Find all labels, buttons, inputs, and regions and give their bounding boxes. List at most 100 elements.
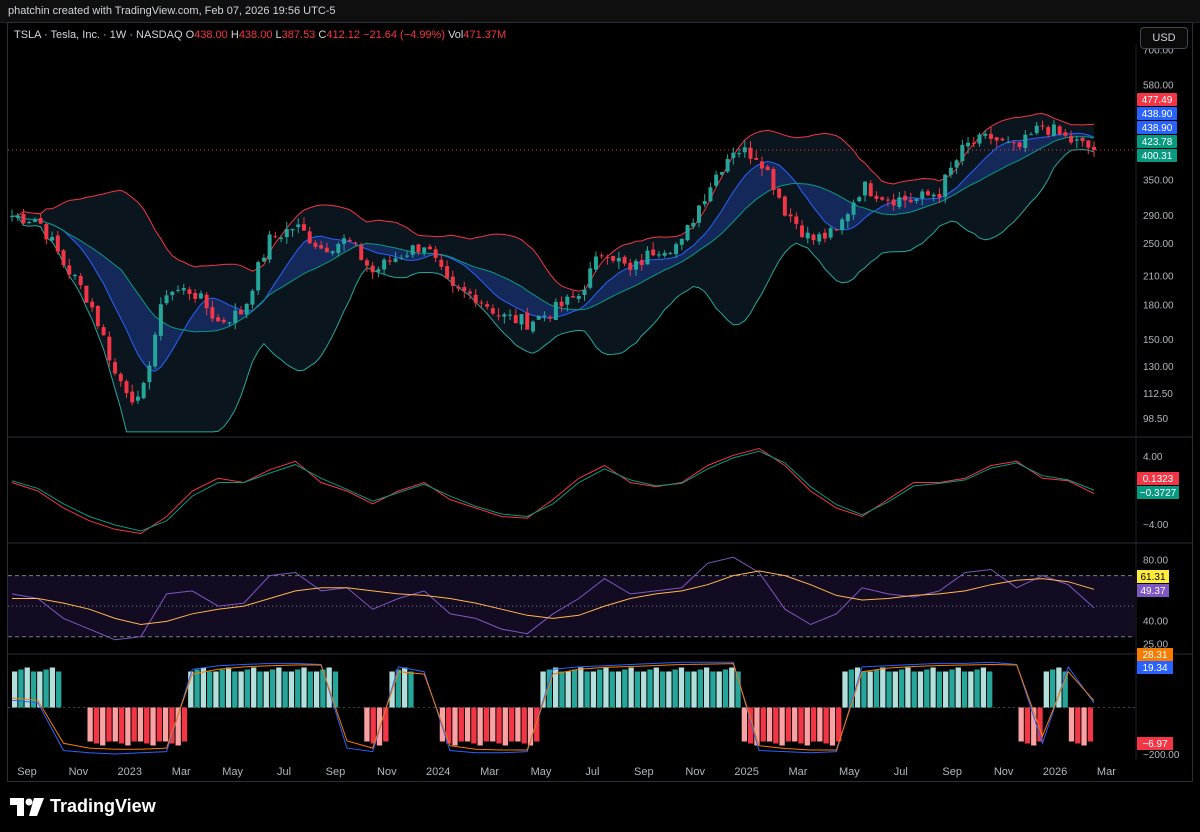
candle-body (696, 205, 701, 223)
time-axis-tick: Jul (277, 766, 291, 778)
macd-axis-tick: 4.00 (1143, 452, 1163, 463)
candle-body (714, 174, 719, 186)
footer (0, 782, 1200, 832)
candle-body (290, 228, 295, 231)
rsi-rsi-line (11, 556, 1095, 641)
macd-signal-line (11, 450, 1095, 532)
change-value: −21.64 (−4.99%) (363, 29, 445, 41)
candle-body (176, 289, 181, 291)
currency-button[interactable]: USD (1140, 27, 1188, 49)
candle-body (948, 167, 953, 175)
candle-body (1057, 126, 1062, 134)
osc-histogram-bar (515, 707, 521, 742)
osc-histogram-bar (691, 671, 697, 708)
osc-histogram-bar (590, 671, 597, 708)
candle-body (479, 302, 484, 304)
osc-histogram-bar (968, 671, 974, 708)
osc-histogram-bar (118, 707, 125, 744)
candle-body (307, 231, 312, 244)
candle-body (548, 316, 553, 319)
osc-histogram-bar (622, 669, 628, 708)
osc-histogram-bar (804, 707, 810, 746)
candle-body (805, 232, 810, 239)
osc-histogram-bar (911, 671, 917, 708)
candle-body (513, 315, 518, 324)
osc-histogram-bar (188, 671, 194, 708)
price-label-box (1137, 149, 1177, 162)
rsi-axis-tick: 40.00 (1143, 616, 1168, 627)
osc-histogram-bar (93, 707, 100, 744)
candle-body (725, 159, 730, 172)
osc-histogram-bar (553, 667, 559, 708)
osc-histogram-bar (760, 707, 766, 742)
bollinger-lower-line (11, 148, 1095, 433)
osc-histogram-bar (886, 671, 892, 708)
candle-body (55, 235, 60, 252)
candle-body (857, 197, 862, 202)
osc-histogram-bar (980, 667, 987, 708)
osc-fast-line (11, 661, 1095, 755)
time-axis-tick: Jul (585, 766, 599, 778)
candle-body (376, 269, 381, 272)
osc-histogram-bar (924, 669, 930, 708)
osc-slow-line (11, 663, 1095, 751)
candle-body (1040, 125, 1045, 127)
osc-histogram-bar (628, 667, 634, 708)
osc-histogram-bar (269, 669, 276, 708)
candle-body (605, 256, 610, 258)
osc-histogram-bar (30, 671, 37, 708)
candle-body (370, 265, 375, 273)
osc-histogram-bar (634, 671, 641, 708)
osc-histogram-bar (1075, 707, 1081, 744)
osc-histogram-bar (1062, 671, 1068, 708)
osc-histogram-bar (276, 667, 282, 708)
osc-histogram-bar (320, 669, 326, 708)
osc-histogram-bar (156, 707, 162, 742)
candle-body (840, 219, 845, 231)
time-axis-tick: Sep (942, 766, 962, 778)
candle-body (868, 183, 873, 197)
osc-histogram-bar (666, 671, 672, 708)
candle-body (943, 174, 948, 197)
chart-canvas[interactable]: 700.00 580.00 350.00 290.00 250.00 210.00 180.… (0, 0, 1200, 782)
time-axis-tick: Nov (685, 766, 705, 778)
price-label-text: 423.78 (1142, 137, 1173, 148)
ma-slow-line (11, 136, 1095, 333)
candle-body (113, 362, 118, 374)
candle-body (599, 255, 604, 257)
osc-histogram-bar (137, 707, 144, 742)
high-label: H (230, 29, 239, 41)
candle-body (576, 295, 581, 299)
osc-histogram-bar (842, 671, 848, 708)
osc-histogram-bar (24, 667, 30, 708)
osc-histogram-bar (502, 707, 508, 746)
candle-body (702, 201, 707, 205)
rsi-axis-tick: 80.00 (1143, 555, 1168, 566)
osc-histogram-bar (861, 671, 867, 708)
osc-histogram-bar (288, 671, 295, 708)
candle-body (542, 315, 547, 317)
osc-histogram-bar (735, 671, 741, 708)
candle-body (490, 308, 495, 314)
price-axis-tick: 112.50 (1143, 389, 1173, 400)
candle-body (822, 232, 827, 239)
candle-body (748, 147, 753, 159)
osc-histogram-bar (917, 671, 924, 708)
osc-histogram-bar (490, 707, 496, 742)
osc-histogram-bar (18, 669, 24, 708)
candle-body (811, 234, 816, 241)
volume-label: Vol (448, 29, 464, 41)
candle-body (324, 247, 329, 253)
candle-body (284, 229, 289, 238)
osc-histogram-bar (615, 671, 622, 708)
osc-histogram-bar (263, 671, 269, 708)
osc-histogram-bar (741, 707, 748, 742)
candle-body (239, 310, 243, 315)
time-axis-tick: 2024 (426, 766, 450, 778)
tradingview-logo[interactable]: TradingView (10, 796, 156, 817)
rsi-value-box (1137, 584, 1169, 597)
time-axis-tick: Sep (326, 766, 346, 778)
osc-histogram-bar (471, 707, 477, 744)
ma-cloud-fill (12, 133, 1094, 372)
osc-histogram-bar (540, 671, 546, 708)
